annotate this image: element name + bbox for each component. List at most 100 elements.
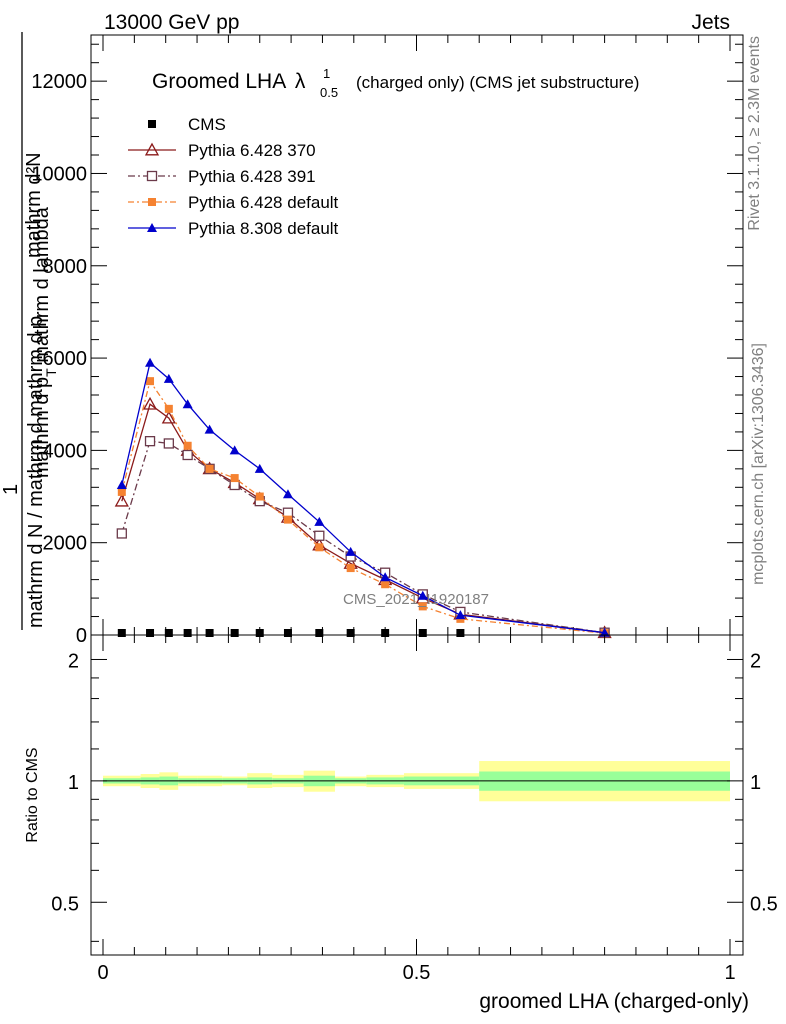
data-point	[144, 436, 156, 447]
data-point	[161, 410, 176, 424]
legend-label: CMS	[188, 115, 226, 134]
data-point	[183, 441, 192, 450]
legend-label: Pythia 6.428 370	[188, 141, 316, 160]
data-point	[205, 464, 214, 473]
mcplots-label: mcplots.cern.ch [arXiv:1306.3436]	[750, 343, 767, 585]
data-point	[230, 474, 239, 483]
series-4	[116, 357, 610, 637]
chart-title-sup: 1	[323, 66, 330, 81]
data-point	[345, 546, 356, 556]
y-tick-label: 10000	[31, 163, 87, 185]
legend-label: Pythia 8.308 default	[188, 219, 339, 238]
data-point	[381, 629, 390, 637]
legend-entry: Pythia 8.308 default	[128, 219, 339, 238]
ratio-y-tick-label-right: 1	[750, 772, 761, 794]
ratio-plot: 0.5 0.5 1 1 2 2 0 0.5 1 Ratio to CMS groomed LHA…	[24, 634, 778, 1013]
data-point	[381, 580, 390, 589]
data-point	[142, 396, 158, 410]
legend-marker	[146, 170, 158, 182]
data-point	[255, 492, 264, 501]
data-point	[116, 480, 127, 489]
legend-entry: Pythia 6.428 370	[128, 141, 316, 160]
data-point	[455, 610, 466, 620]
data-point	[283, 515, 292, 524]
y-tick-label: 12000	[31, 71, 87, 93]
legend-label: Pythia 6.428 default	[188, 193, 339, 212]
series-line	[121, 361, 605, 634]
legend-marker	[147, 223, 157, 232]
header-right-label: Jets	[691, 11, 730, 34]
data-point	[315, 629, 324, 637]
data-point	[314, 530, 325, 541]
data-point	[205, 629, 214, 637]
y-tick-label: 4000	[43, 440, 88, 462]
chart-title: Groomed LHA λ	[152, 70, 306, 93]
data-point	[254, 463, 265, 473]
chart-title-suffix: (charged only) (CMS jet substructure)	[356, 73, 639, 92]
ratio-y-tick-label-right: 0.5	[750, 893, 778, 915]
chart-title-sub: 0.5	[320, 85, 338, 100]
legend-label: Pythia 6.428 391	[188, 167, 316, 186]
watermark-label: CMS_2021_I1920187	[343, 591, 489, 608]
data-point	[114, 493, 129, 507]
data-point	[145, 357, 156, 367]
data-point	[456, 629, 465, 637]
data-point	[417, 590, 428, 600]
data-point	[163, 438, 174, 449]
legend-marker	[144, 142, 160, 156]
data-point	[182, 399, 193, 409]
legend-marker	[148, 198, 156, 206]
ratio-y-label: Ratio to CMS	[24, 747, 41, 842]
ratio-y-tick-label: 0.5	[51, 893, 79, 915]
data-point	[314, 516, 325, 526]
x-axis-label: groomed LHA (charged-only)	[479, 990, 749, 1013]
data-point	[146, 377, 155, 386]
series-line	[121, 379, 605, 634]
y-tick-label: 0	[76, 625, 87, 647]
main-plot: 0 2000 4000 6000 8000 10000 12000 CMS_2021_I19…	[0, 32, 744, 647]
x-tick-label: 0	[97, 962, 108, 984]
x-tick-label: 1	[724, 962, 735, 984]
y-label-top: mathrm d²N	[23, 152, 45, 258]
data-point	[283, 629, 292, 637]
rivet-label: Rivet 3.1.10, ≥ 2.3M events	[746, 36, 763, 231]
data-point	[380, 572, 391, 582]
data-point	[346, 564, 355, 573]
series-0	[117, 629, 465, 637]
legend-entry: Pythia 6.428 default	[128, 193, 339, 212]
data-point	[230, 629, 239, 637]
data-point	[164, 629, 173, 637]
data-point	[315, 543, 324, 552]
data-point	[117, 629, 126, 637]
legend-entry: CMS	[148, 115, 226, 134]
header-left-label: 13000 GeV pp	[104, 11, 239, 34]
x-tick-label: 0.5	[403, 962, 431, 984]
data-point	[117, 487, 126, 496]
data-point	[183, 629, 192, 637]
data-point	[204, 424, 215, 434]
ratio-y-tick-label: 1	[68, 772, 79, 794]
data-point	[164, 404, 173, 413]
data-point	[255, 629, 264, 637]
y-label-bottom: mathrm d N / mathrm d mathrm d p	[25, 316, 47, 628]
data-point	[599, 627, 610, 637]
data-point	[346, 629, 355, 637]
data-point	[146, 629, 155, 637]
legend-marker	[148, 120, 156, 128]
legend: CMS Pythia 6.428 370 Pythia 6.428 391 Pythi…	[128, 115, 339, 238]
y-label-one: 1	[0, 484, 22, 495]
data-point	[282, 489, 293, 499]
data-point	[116, 528, 127, 539]
y-label-top-denominator: mathrm d pT mathrm d lambda	[31, 206, 59, 478]
ratio-y-tick-label-right: 2	[750, 650, 761, 672]
y-tick-label: 2000	[43, 533, 88, 555]
data-point	[163, 373, 174, 383]
main-y-label: mathrm d²N mathrm d pT mathrm d lambda 1…	[0, 32, 59, 630]
legend-entry: Pythia 6.428 391	[128, 167, 316, 186]
data-point	[418, 602, 427, 611]
y-tick-label: 6000	[43, 348, 88, 370]
ratio-y-tick-label: 2	[68, 650, 79, 672]
data-point	[182, 449, 193, 461]
data-point	[229, 445, 240, 455]
